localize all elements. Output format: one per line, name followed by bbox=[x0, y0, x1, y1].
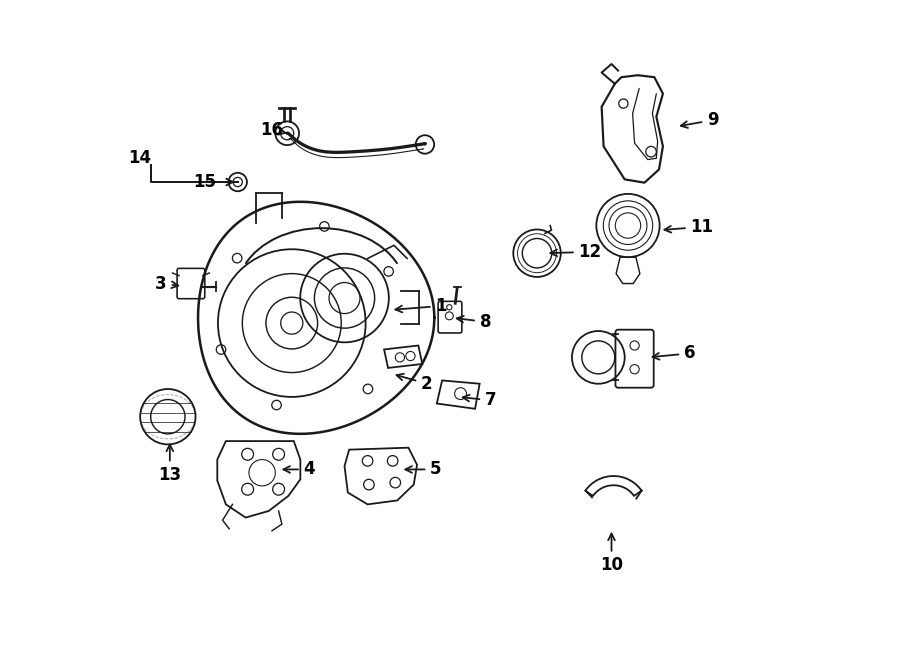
Text: 13: 13 bbox=[158, 445, 182, 484]
Text: 7: 7 bbox=[463, 391, 497, 409]
Text: 9: 9 bbox=[680, 111, 719, 129]
Text: 14: 14 bbox=[128, 150, 151, 167]
Text: 8: 8 bbox=[456, 312, 491, 331]
Text: 5: 5 bbox=[405, 461, 442, 479]
Text: 1: 1 bbox=[395, 297, 447, 315]
Text: 6: 6 bbox=[652, 344, 696, 362]
Text: 2: 2 bbox=[397, 374, 433, 393]
Text: 15: 15 bbox=[193, 173, 233, 191]
Text: 3: 3 bbox=[156, 275, 178, 293]
Text: 10: 10 bbox=[600, 534, 623, 575]
Text: 12: 12 bbox=[551, 243, 602, 261]
Text: 4: 4 bbox=[284, 461, 315, 479]
Text: 16: 16 bbox=[260, 121, 286, 139]
Text: 11: 11 bbox=[664, 218, 714, 236]
